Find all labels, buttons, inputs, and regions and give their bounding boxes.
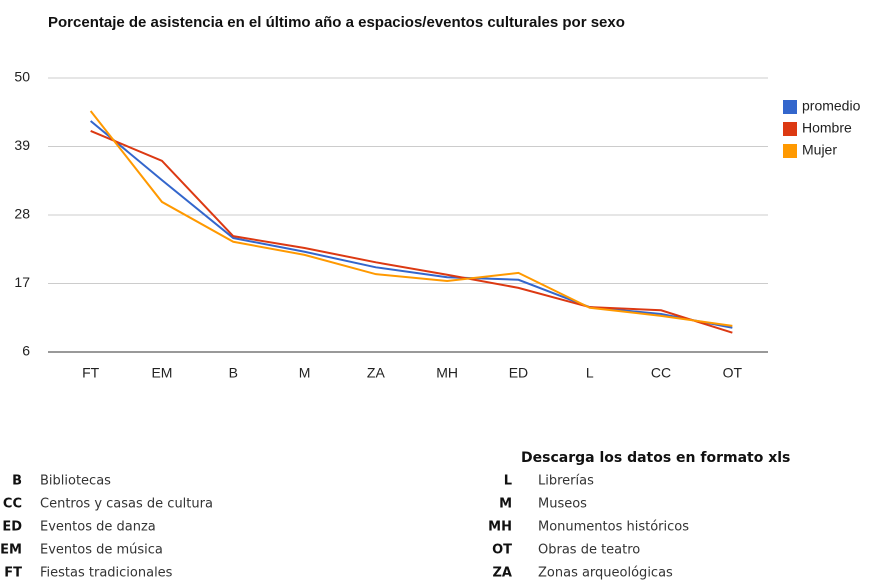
glossary-label: Centros y casas de cultura <box>40 497 213 512</box>
glossary-label: Obras de teatro <box>538 543 640 558</box>
glossary-label: Zonas arqueológicas <box>538 566 673 581</box>
glossary-label: Eventos de música <box>40 543 163 558</box>
legend-swatch <box>783 100 797 114</box>
chart-title: Porcentaje de asistencia en el último añ… <box>48 14 625 31</box>
legend-swatch <box>783 122 797 136</box>
glossary-code: CC <box>3 497 22 512</box>
glossary-label: Librerías <box>538 474 594 489</box>
x-tick-label: FT <box>82 365 100 381</box>
x-tick-label: EM <box>151 365 172 381</box>
y-tick-label: 28 <box>14 206 30 222</box>
glossary-label: Monumentos históricos <box>538 520 689 535</box>
glossary-code: B <box>12 474 22 489</box>
legend-label: promedio <box>802 98 861 114</box>
glossary-code: L <box>504 474 512 489</box>
series-line <box>89 110 733 327</box>
glossary-code: EM <box>0 543 22 558</box>
glossary-code: ZA <box>493 566 513 581</box>
x-tick-label: ED <box>509 365 528 381</box>
y-tick-label: 6 <box>22 343 30 359</box>
y-tick-label: 17 <box>14 274 30 290</box>
glossary-label: Bibliotecas <box>40 474 111 489</box>
x-tick-label: MH <box>436 365 458 381</box>
legend-swatch <box>783 144 797 158</box>
download-link[interactable]: Descarga los datos en formato xls <box>521 450 790 466</box>
glossary-code: M <box>499 497 512 512</box>
y-tick-label: 50 <box>14 69 30 85</box>
series-line <box>90 120 733 329</box>
glossary-code: MH <box>488 520 512 535</box>
x-tick-label: CC <box>651 365 671 381</box>
glossary-label: Eventos de danza <box>40 520 156 535</box>
x-tick-label: ZA <box>367 365 386 381</box>
glossary-code: OT <box>492 543 512 558</box>
glossary-code: ED <box>2 520 22 535</box>
glossary-label: Fiestas tradicionales <box>40 566 173 581</box>
x-tick-label: B <box>229 365 238 381</box>
legend-label: Mujer <box>802 142 837 158</box>
x-tick-label: M <box>299 365 311 381</box>
y-tick-label: 39 <box>14 137 30 153</box>
glossary-code: FT <box>4 566 22 581</box>
glossary-label: Museos <box>538 497 587 512</box>
legend-label: Hombre <box>802 120 852 136</box>
x-tick-label: L <box>586 365 594 381</box>
x-tick-label: OT <box>723 365 743 381</box>
series-line <box>90 130 733 334</box>
